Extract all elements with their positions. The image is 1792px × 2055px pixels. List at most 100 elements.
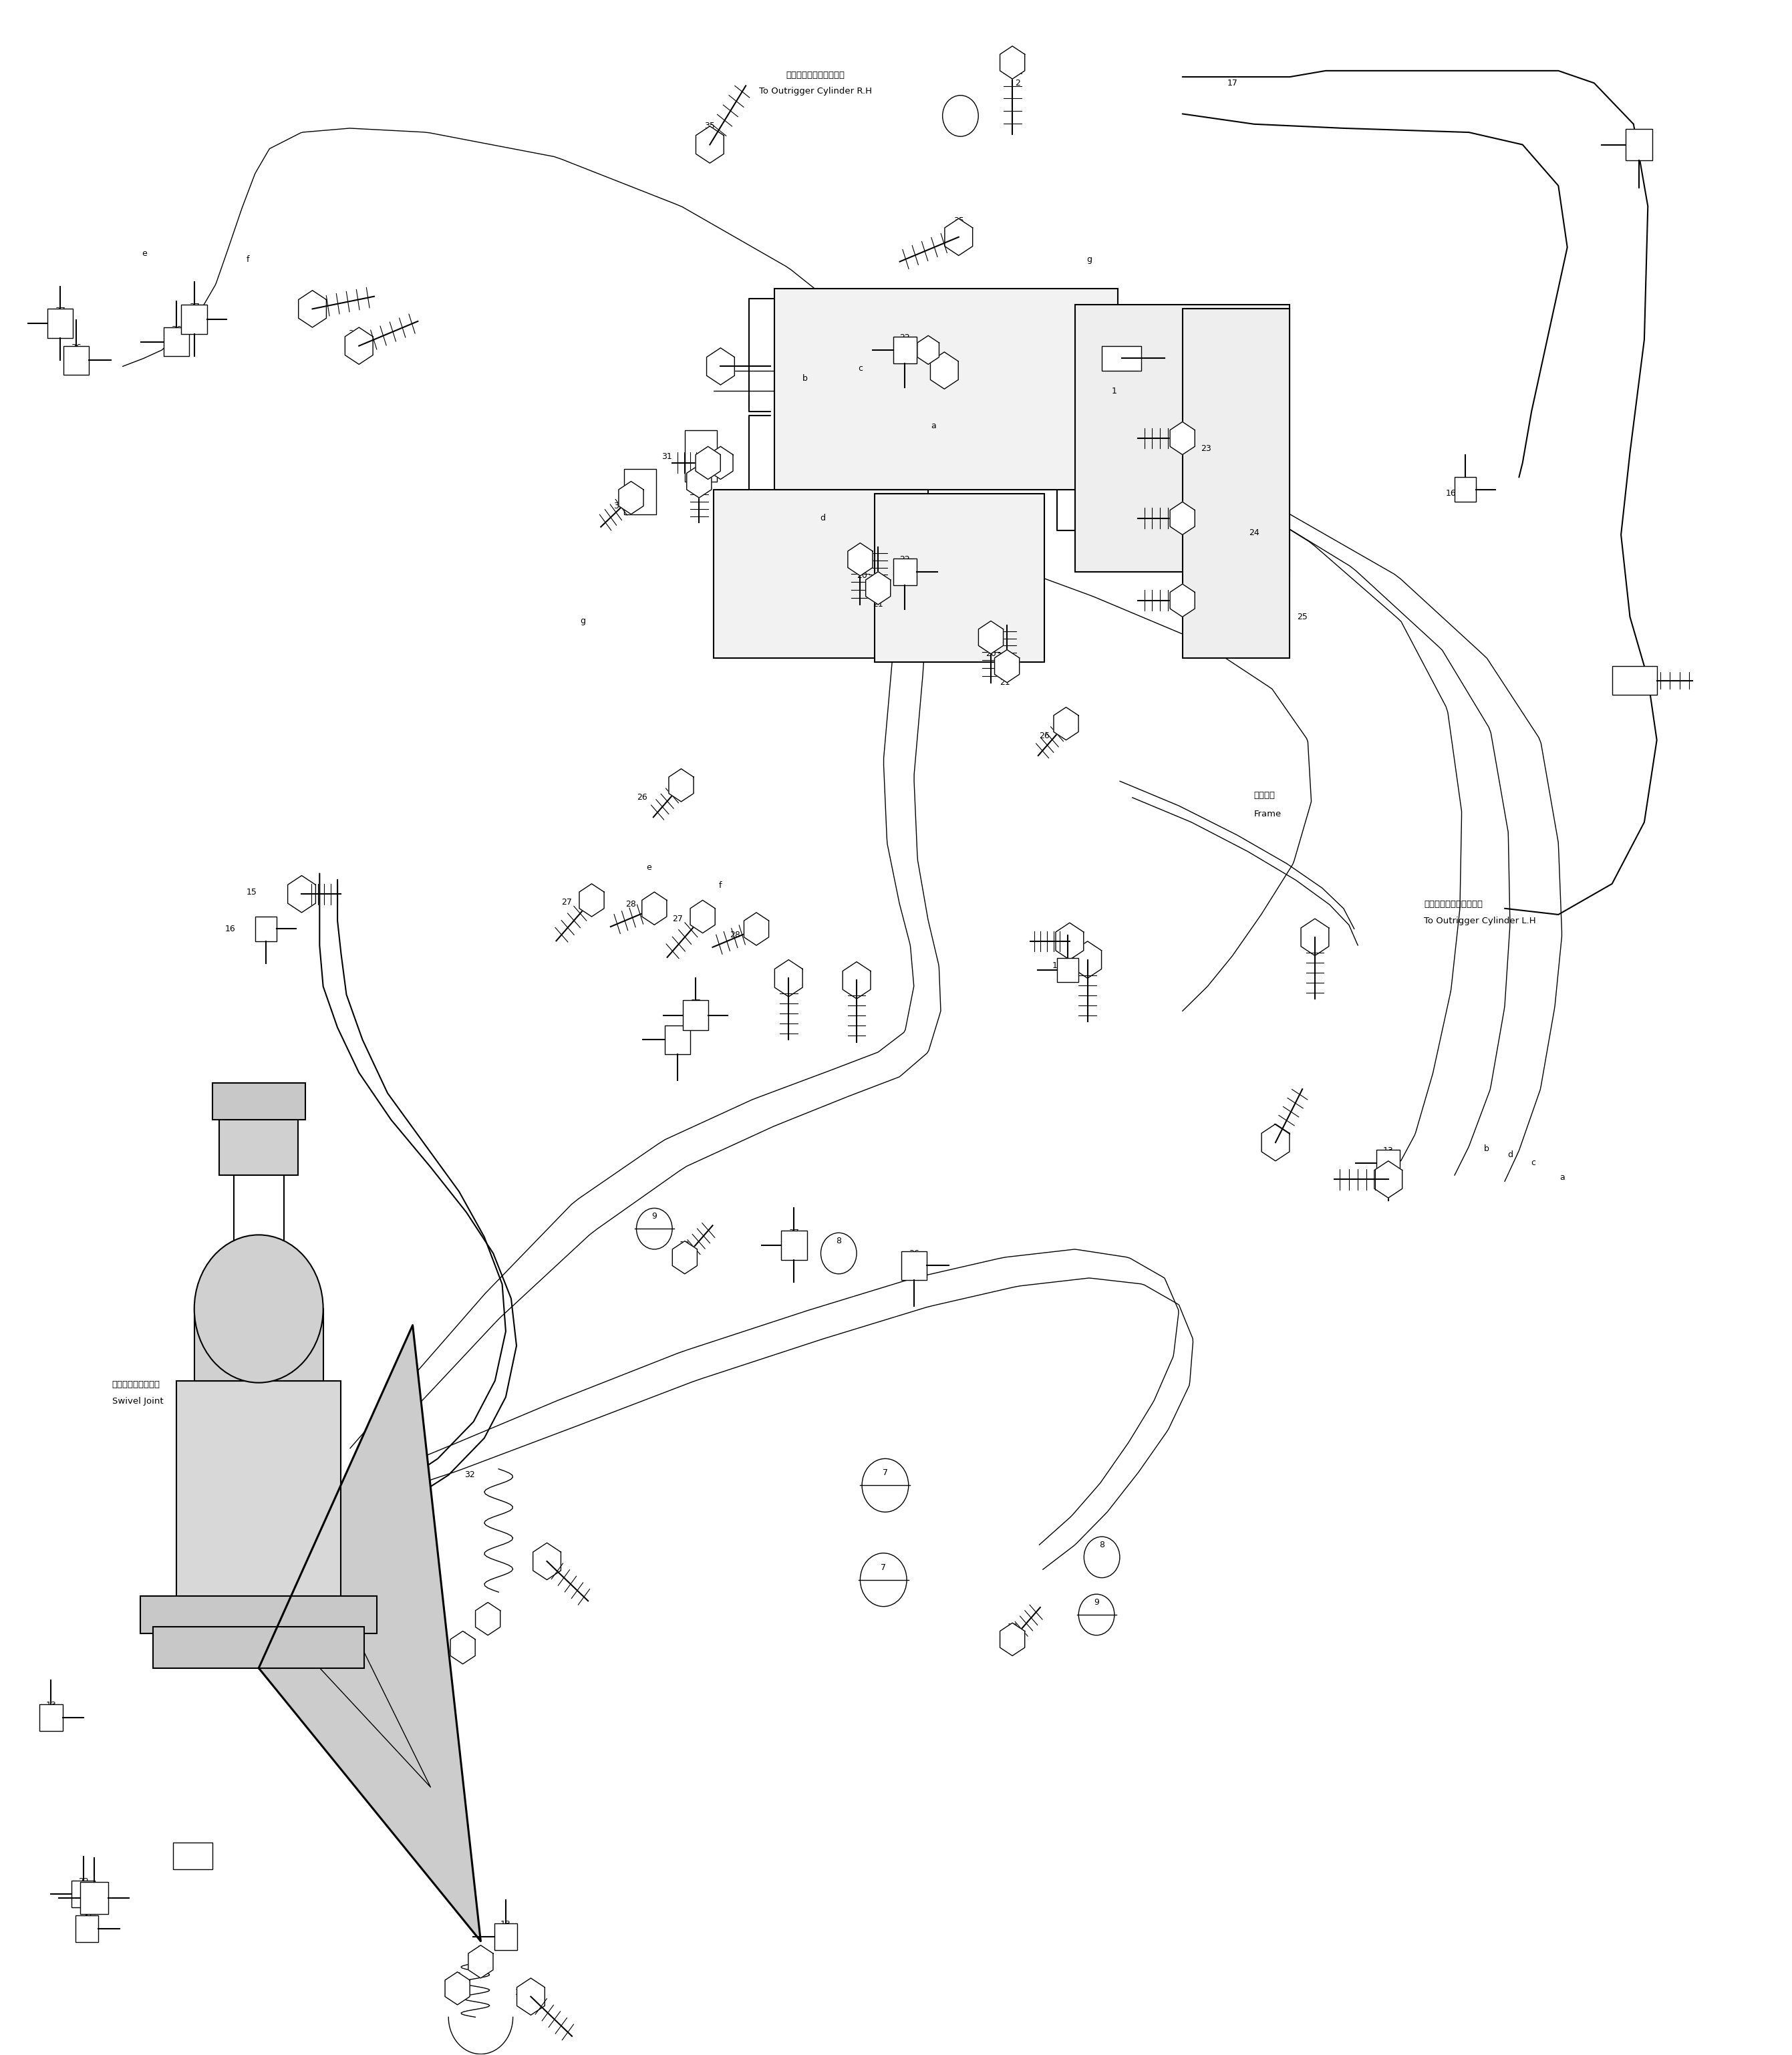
Text: 30: 30 bbox=[613, 501, 624, 510]
Text: g: g bbox=[1086, 255, 1091, 263]
Text: 14: 14 bbox=[1625, 682, 1636, 690]
Bar bbox=[172, 1843, 211, 1870]
Polygon shape bbox=[532, 1543, 561, 1580]
Bar bbox=[781, 1231, 806, 1260]
Bar bbox=[1183, 308, 1290, 658]
Polygon shape bbox=[848, 543, 873, 575]
Polygon shape bbox=[1000, 1623, 1025, 1656]
Bar bbox=[63, 345, 88, 374]
Bar bbox=[1075, 304, 1290, 571]
Text: 8: 8 bbox=[837, 1237, 842, 1245]
Text: a: a bbox=[932, 421, 935, 429]
Text: c: c bbox=[1530, 1159, 1536, 1167]
Text: 6: 6 bbox=[455, 1971, 461, 1981]
Text: フレーム: フレーム bbox=[1254, 791, 1276, 799]
Text: 37: 37 bbox=[188, 302, 199, 310]
Bar bbox=[75, 1915, 99, 1942]
Polygon shape bbox=[346, 327, 373, 364]
Text: 3: 3 bbox=[961, 117, 966, 127]
Bar bbox=[39, 1704, 63, 1730]
Polygon shape bbox=[1301, 919, 1330, 956]
Text: 35: 35 bbox=[953, 216, 964, 224]
Text: 37: 37 bbox=[690, 999, 701, 1007]
Polygon shape bbox=[866, 571, 891, 604]
Bar bbox=[72, 1880, 95, 1907]
Text: 22: 22 bbox=[82, 1911, 91, 1921]
Text: 35: 35 bbox=[851, 968, 862, 976]
Polygon shape bbox=[690, 900, 715, 933]
Polygon shape bbox=[475, 1603, 500, 1636]
Text: 35: 35 bbox=[704, 121, 715, 132]
Polygon shape bbox=[1262, 1124, 1290, 1161]
Bar bbox=[901, 1251, 926, 1280]
Text: 19: 19 bbox=[715, 358, 726, 366]
Bar bbox=[774, 288, 1118, 489]
Polygon shape bbox=[299, 290, 326, 327]
Text: スイベルジョイント: スイベルジョイント bbox=[111, 1381, 159, 1389]
Text: To Outrigger Cylinder R.H: To Outrigger Cylinder R.H bbox=[760, 86, 873, 97]
Polygon shape bbox=[1055, 923, 1084, 960]
Bar bbox=[140, 1597, 376, 1634]
Text: 17: 17 bbox=[1228, 78, 1238, 88]
Text: 9: 9 bbox=[1093, 1599, 1098, 1607]
Polygon shape bbox=[706, 347, 735, 384]
Bar bbox=[1102, 345, 1142, 370]
Text: 16: 16 bbox=[1446, 489, 1457, 497]
Text: 13: 13 bbox=[47, 1702, 56, 1710]
Bar bbox=[163, 327, 188, 356]
Text: 4: 4 bbox=[529, 1979, 534, 1989]
Bar bbox=[176, 1381, 340, 1603]
Text: d: d bbox=[821, 514, 826, 522]
Text: Frame: Frame bbox=[1254, 810, 1281, 818]
Bar bbox=[1376, 1149, 1400, 1175]
Text: アウトリガシリンダ左へ: アウトリガシリンダ左へ bbox=[1425, 900, 1484, 908]
Bar bbox=[1455, 477, 1477, 501]
Polygon shape bbox=[618, 481, 643, 514]
Circle shape bbox=[943, 95, 978, 136]
Polygon shape bbox=[289, 875, 315, 912]
Text: 36: 36 bbox=[170, 325, 181, 333]
Bar bbox=[713, 489, 928, 658]
Bar bbox=[1613, 666, 1658, 695]
Text: 15: 15 bbox=[1064, 925, 1075, 933]
Text: 34: 34 bbox=[923, 339, 934, 347]
Bar bbox=[254, 917, 276, 941]
Bar bbox=[683, 1001, 708, 1030]
Text: 26: 26 bbox=[636, 793, 647, 801]
Polygon shape bbox=[468, 1946, 493, 1979]
Polygon shape bbox=[930, 351, 959, 388]
Text: 35: 35 bbox=[1082, 947, 1093, 956]
Bar bbox=[495, 1923, 518, 1950]
Polygon shape bbox=[695, 446, 720, 479]
Polygon shape bbox=[1000, 45, 1025, 78]
Bar bbox=[194, 1309, 323, 1381]
Text: 10: 10 bbox=[679, 1241, 690, 1249]
Text: 35: 35 bbox=[306, 292, 317, 300]
Text: To Outrigger Cylinder L.H: To Outrigger Cylinder L.H bbox=[1425, 917, 1536, 925]
Bar bbox=[181, 304, 208, 335]
Text: 23: 23 bbox=[1201, 444, 1211, 452]
Bar bbox=[685, 429, 717, 481]
Text: 22: 22 bbox=[900, 333, 910, 341]
Text: 27: 27 bbox=[561, 898, 572, 906]
Polygon shape bbox=[1054, 707, 1079, 740]
Polygon shape bbox=[995, 649, 1020, 682]
Bar bbox=[894, 337, 916, 364]
Text: 33: 33 bbox=[939, 362, 950, 370]
Polygon shape bbox=[1170, 421, 1195, 454]
Text: 5: 5 bbox=[486, 1603, 491, 1611]
Text: 36: 36 bbox=[909, 1249, 919, 1258]
Text: c: c bbox=[858, 364, 862, 372]
Text: 2: 2 bbox=[1014, 78, 1020, 88]
Text: 11: 11 bbox=[90, 1882, 99, 1891]
Text: 21: 21 bbox=[1000, 678, 1011, 686]
Text: a: a bbox=[1559, 1173, 1564, 1182]
Text: 1: 1 bbox=[1111, 386, 1116, 395]
Text: 16: 16 bbox=[224, 925, 235, 933]
Text: 13: 13 bbox=[500, 1919, 511, 1930]
Text: 31: 31 bbox=[661, 452, 672, 460]
Text: 20: 20 bbox=[857, 571, 867, 580]
Polygon shape bbox=[1170, 501, 1195, 534]
Text: 32: 32 bbox=[514, 1987, 525, 1997]
Polygon shape bbox=[708, 446, 733, 479]
